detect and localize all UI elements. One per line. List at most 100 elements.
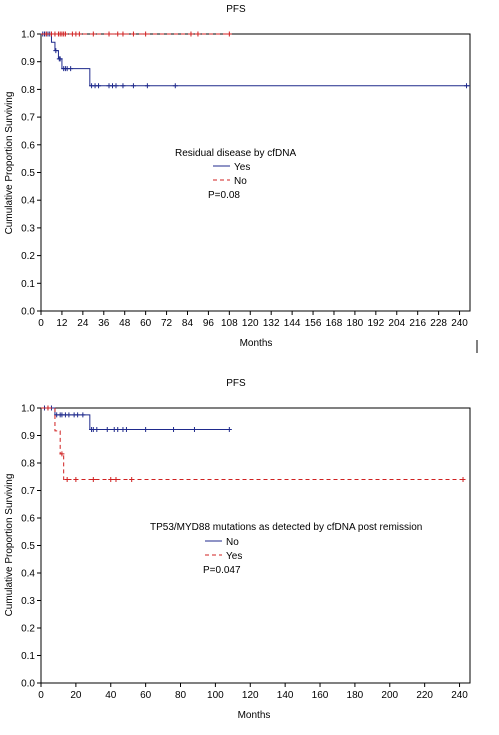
chart-1-x-tick-label: 132	[263, 318, 280, 329]
chart-2-series-yes-censor-mark	[59, 451, 65, 457]
chart-1-legend: Residual disease by cfDNA Yes No P=0.08	[175, 148, 296, 201]
chart-2-series-yes-censor-mark	[129, 477, 135, 482]
chart-2-legend-label-no: No	[226, 537, 239, 548]
chart-1-y-tick-label: 0.6	[21, 140, 35, 151]
chart-2-x-tick-label: 200	[381, 690, 398, 701]
chart-1-series-yes-censor-mark	[68, 66, 74, 72]
chart-1-x-tick-label: 168	[326, 318, 343, 329]
chart-1-plot-frame	[40, 33, 471, 312]
chart-1-x-tick-label: 144	[284, 318, 301, 329]
chart-2-x-tick-label: 60	[140, 690, 152, 701]
chart-2-title: PFS	[226, 378, 246, 389]
chart-1-series-yes-censor-mark	[53, 48, 59, 54]
chart-2-series-no-censor-mark	[94, 426, 100, 432]
chart-1-legend-label-yes: Yes	[234, 162, 250, 173]
chart-2-pvalue: P=0.047	[203, 565, 241, 576]
chart-2: PFS 0.0 0.1 0.2 0.3 0.4 0.5 0.6 0.7 0.8 0.9 1.0 0 20…	[4, 378, 471, 721]
chart-2-series-no-censor-mark	[143, 426, 149, 432]
chart-2-axes: 0.0 0.1 0.2 0.3 0.4 0.5 0.6 0.7 0.8 0.9 1.0 0 20 40 60…	[21, 404, 471, 701]
chart-1-xlabel: Months	[240, 338, 273, 349]
chart-2-series-no-censor-mark	[66, 412, 72, 418]
chart-1-x-tick-label: 84	[182, 318, 194, 329]
chart-1-series-no-censor-mark	[226, 31, 232, 37]
chart-1-series-yes-censor-mark	[172, 83, 178, 89]
chart-2-x-tick-label: 140	[277, 690, 294, 701]
chart-2-series-yes-censor-mark	[64, 477, 70, 482]
chart-1-y-tick-label: 0.2	[21, 251, 35, 262]
chart-1-series-no-censor-mark	[90, 31, 96, 37]
chart-1-series-yes-line	[41, 33, 470, 87]
chart-2-legend: TP53/MYD88 mutations as detected by cfDN…	[150, 522, 422, 576]
chart-2-y-tick-label: 0.7	[21, 486, 35, 497]
chart-2-series-no-censor-mark	[123, 426, 129, 432]
chart-2-y-tick-label: 0.9	[21, 431, 35, 442]
chart-2-x-tick-label: 100	[207, 690, 224, 701]
chart-2-y-tick-label: 0.5	[21, 541, 35, 552]
chart-2-x-tick-label: 120	[242, 690, 259, 701]
chart-1-series-no-censor-mark	[188, 31, 194, 37]
chart-2-y-tick-label: 0.2	[21, 624, 35, 635]
chart-2-y-tick-label: 1.0	[21, 404, 35, 415]
chart-1-series-no-censor-mark	[76, 31, 82, 37]
chart-2-series-yes-censor-mark	[113, 477, 119, 482]
chart-1-x-tick-label: 216	[409, 318, 426, 329]
chart-1-y-tick-label: 0.8	[21, 85, 35, 96]
chart-1-series-yes-censor-mark	[96, 83, 102, 89]
chart-1-series	[40, 31, 470, 89]
chart-1-series-yes-censor-mark	[120, 83, 126, 89]
chart-1-series-no-censor-mark	[62, 31, 68, 37]
chart-1-y-tick-label: 1.0	[21, 30, 35, 41]
chart-1-series-yes-censor-mark	[57, 56, 63, 62]
chart-1-y-tick-label: 0.7	[21, 113, 35, 124]
chart-2-series-no-censor-mark	[191, 426, 197, 432]
chart-1-x-tick-label: 36	[98, 318, 110, 329]
chart-2-x-tick-label: 160	[312, 690, 329, 701]
chart-1-x-tick-label: 120	[242, 318, 259, 329]
chart-1-series-no-censor-mark	[143, 31, 149, 37]
chart-2-x-tick-label: 40	[105, 690, 117, 701]
chart-2-y-tick-label: 0.8	[21, 459, 35, 470]
chart-2-legend-label-yes: Yes	[226, 551, 242, 562]
chart-2-series-no-line	[41, 407, 230, 430]
chart-2-y-tick-label: 0.1	[21, 651, 35, 662]
chart-1-x-tick-label: 204	[388, 318, 405, 329]
chart-1-x-tick-label: 24	[77, 318, 89, 329]
chart-2-x-tick-label: 240	[451, 690, 468, 701]
chart-1-series-no-censor-mark	[130, 31, 136, 37]
chart-2-y-tick-label: 0.3	[21, 596, 35, 607]
chart-1-x-tick-label: 0	[38, 318, 44, 329]
chart-1-series-no-censor-mark	[120, 31, 126, 37]
chart-2-series-yes-censor-mark	[460, 477, 466, 482]
chart-2-series-yes-censor-mark	[45, 405, 51, 411]
chart-2-series-no-censor-mark	[171, 426, 177, 432]
chart-1-series-no-censor-mark	[195, 31, 201, 37]
chart-1-x-tick-label: 60	[140, 318, 152, 329]
chart-2-series-no-censor-mark	[115, 426, 121, 432]
chart-1-x-tick-label: 228	[430, 318, 447, 329]
chart-1-series-no-censor-mark	[106, 31, 112, 37]
chart-1-y-tick-label: 0.1	[21, 279, 35, 290]
chart-1-series-no-censor-mark	[115, 31, 121, 37]
chart-1-title: PFS	[226, 4, 246, 15]
chart-1-y-tick-label: 0.5	[21, 168, 35, 179]
chart-2-x-tick-label: 20	[70, 690, 82, 701]
chart-2-series-yes-censor-mark	[73, 477, 79, 482]
chart-1-x-tick-label: 72	[161, 318, 173, 329]
chart-2-series	[41, 405, 467, 482]
chart-2-xlabel: Months	[238, 710, 271, 721]
chart-1-y-tick-label: 0.4	[21, 196, 35, 207]
chart-1-legend-title: Residual disease by cfDNA	[175, 148, 296, 159]
chart-2-x-tick-label: 0	[38, 690, 44, 701]
chart-1-ylabel: Cumulative Proportion Surviving	[4, 92, 15, 235]
chart-1-x-tick-label: 180	[347, 318, 364, 329]
chart-1-y-tick-label: 0.0	[21, 307, 35, 318]
chart-2-x-tick-label: 220	[416, 690, 433, 701]
chart-1-x-tick-label: 12	[56, 318, 68, 329]
chart-2-legend-title: TP53/MYD88 mutations as detected by cfDN…	[150, 522, 422, 533]
chart-1-pvalue: P=0.08	[208, 190, 240, 201]
chart-2-series-no-censor-mark	[80, 412, 86, 418]
chart-2-ylabel: Cumulative Proportion Surviving	[4, 474, 15, 617]
chart-2-x-tick-label: 80	[175, 690, 187, 701]
chart-2-series-yes-line	[41, 407, 467, 480]
